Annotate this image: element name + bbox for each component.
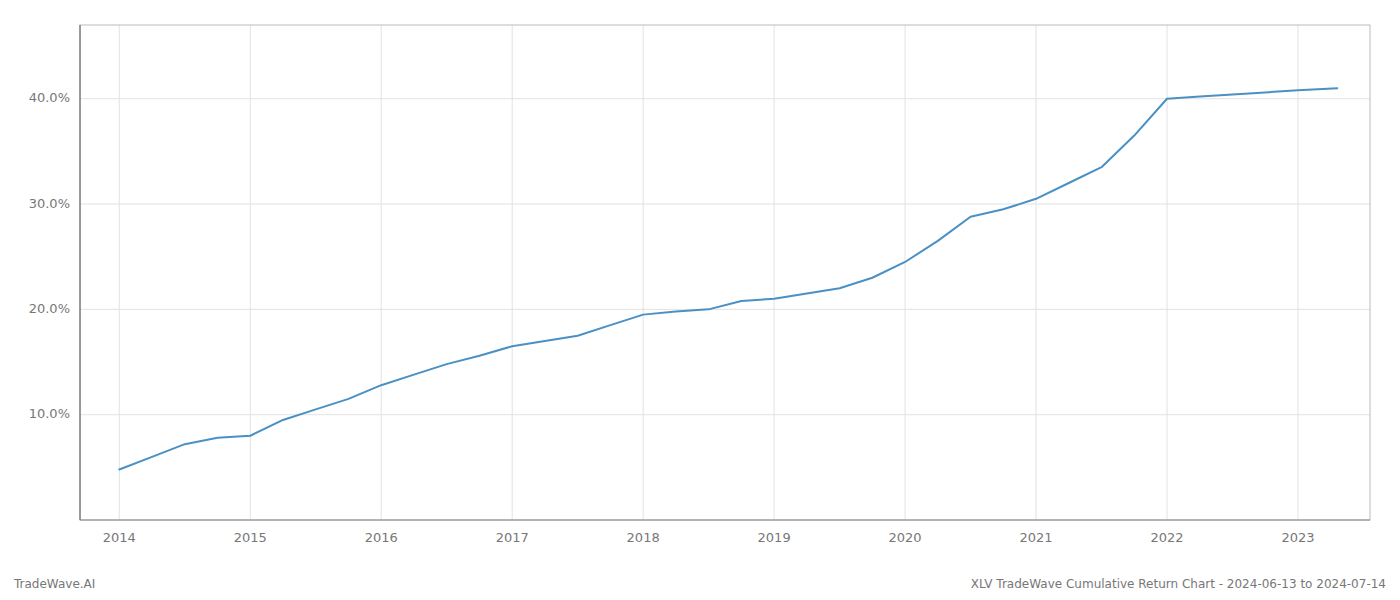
x-grid-line — [119, 25, 120, 520]
y-tick-label: 30.0% — [29, 196, 70, 211]
x-grid-line — [512, 25, 513, 520]
x-tick-label: 2014 — [103, 530, 136, 545]
x-grid-line — [250, 25, 251, 520]
y-grid-line — [80, 414, 1370, 415]
x-grid-line — [905, 25, 906, 520]
x-grid-line — [1036, 25, 1037, 520]
x-tick-label: 2023 — [1281, 530, 1314, 545]
watermark: TradeWave.AI — [13, 577, 95, 591]
y-axis-line — [80, 25, 81, 520]
x-grid-line — [643, 25, 644, 520]
x-grid-line — [381, 25, 382, 520]
x-tick-label: 2018 — [627, 530, 660, 545]
footer: TradeWave.AI XLV TradeWave Cumulative Ret… — [13, 577, 1386, 591]
x-grid-line — [774, 25, 775, 520]
grid — [80, 25, 1370, 520]
x-tick-label: 2017 — [496, 530, 529, 545]
x-tick-label: 2022 — [1150, 530, 1183, 545]
x-tick-label: 2015 — [234, 530, 267, 545]
y-tick-label: 40.0% — [29, 90, 70, 105]
x-tick-label: 2020 — [889, 530, 922, 545]
x-grid-line — [1297, 25, 1298, 520]
x-tick-label: 2016 — [365, 530, 398, 545]
x-tick-label: 2019 — [758, 530, 791, 545]
plot-frame — [80, 25, 1370, 520]
x-axis-line — [80, 520, 1370, 521]
plot-data — [119, 88, 1337, 469]
title: XLV TradeWave Cumulative Return Chart - … — [971, 577, 1386, 591]
y-grid-line — [80, 204, 1370, 205]
chart: 10.0% 20.0% 30.0% 40.0% 2014 2015 2016 2017 2018… — [0, 0, 1400, 600]
axes: 10.0% 20.0% 30.0% 40.0% 2014 2015 2016 2017 2018… — [29, 90, 1315, 545]
y-tick-label: 10.0% — [29, 406, 70, 421]
y-grid-line — [80, 309, 1370, 310]
series-line — [119, 88, 1337, 469]
x-tick-label: 2021 — [1019, 530, 1052, 545]
y-tick-label: 20.0% — [29, 301, 70, 316]
